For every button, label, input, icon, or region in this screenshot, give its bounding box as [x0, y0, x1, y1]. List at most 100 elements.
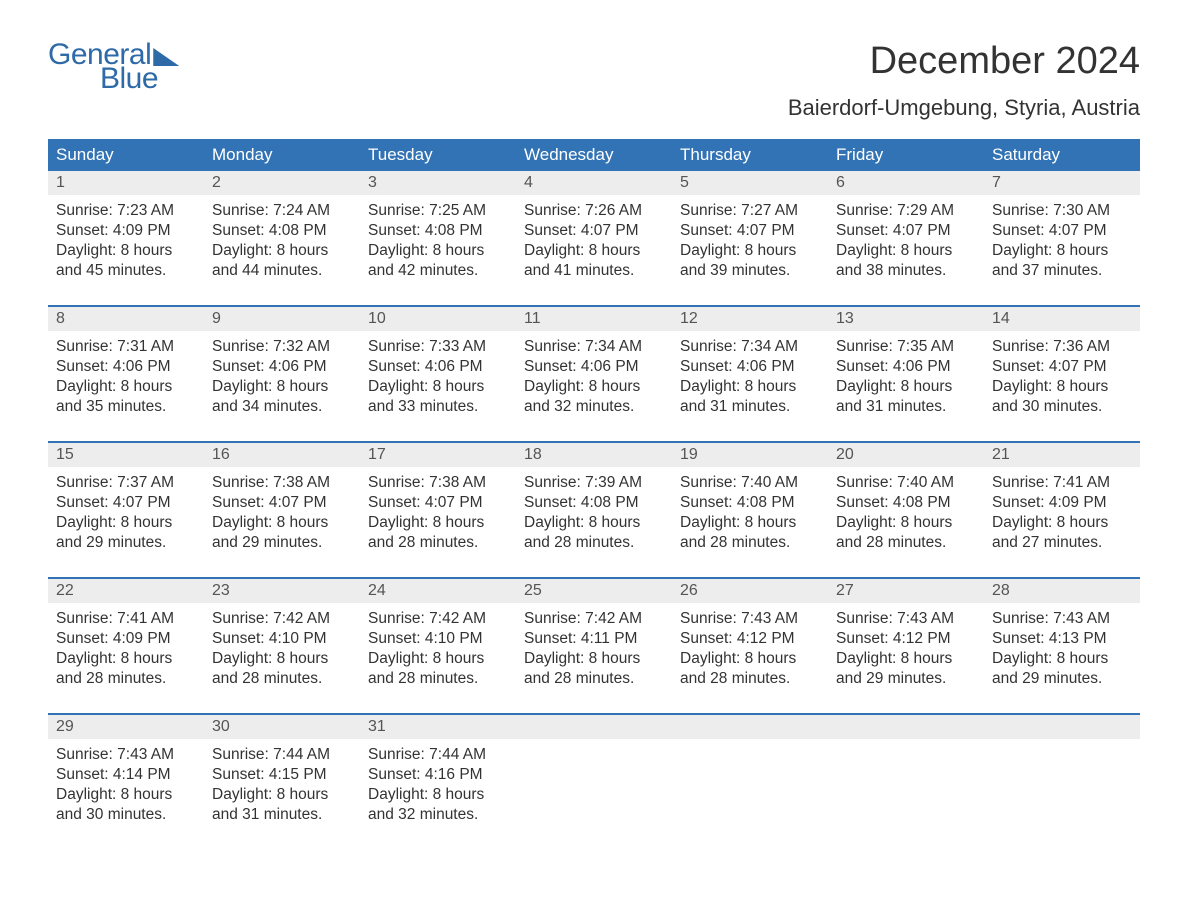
day-number: 2	[204, 171, 360, 195]
day-number: 6	[828, 171, 984, 195]
sunrise-line: Sunrise: 7:42 AM	[368, 609, 508, 629]
weekday-header: Sunday	[48, 139, 204, 171]
calendar-cell: 27Sunrise: 7:43 AMSunset: 4:12 PMDayligh…	[828, 579, 984, 701]
day-number: 19	[672, 443, 828, 467]
day-details: Sunrise: 7:29 AMSunset: 4:07 PMDaylight:…	[828, 195, 984, 292]
dl2-line: and 33 minutes.	[368, 397, 508, 417]
day-number: 11	[516, 307, 672, 331]
sunrise-line: Sunrise: 7:44 AM	[212, 745, 352, 765]
dl1-line: Daylight: 8 hours	[212, 241, 352, 261]
dl1-line: Daylight: 8 hours	[56, 785, 196, 805]
sunset-line: Sunset: 4:11 PM	[524, 629, 664, 649]
day-details: Sunrise: 7:43 AMSunset: 4:12 PMDaylight:…	[828, 603, 984, 700]
dl1-line: Daylight: 8 hours	[56, 241, 196, 261]
calendar: Sunday Monday Tuesday Wednesday Thursday…	[48, 139, 1140, 837]
day-details: Sunrise: 7:42 AMSunset: 4:10 PMDaylight:…	[360, 603, 516, 700]
calendar-cell	[516, 715, 672, 837]
sunrise-line: Sunrise: 7:40 AM	[680, 473, 820, 493]
day-details: Sunrise: 7:38 AMSunset: 4:07 PMDaylight:…	[360, 467, 516, 564]
day-number: 13	[828, 307, 984, 331]
sunset-line: Sunset: 4:07 PM	[212, 493, 352, 513]
calendar-cell: 24Sunrise: 7:42 AMSunset: 4:10 PMDayligh…	[360, 579, 516, 701]
sunrise-line: Sunrise: 7:42 AM	[212, 609, 352, 629]
weekday-header-row: Sunday Monday Tuesday Wednesday Thursday…	[48, 139, 1140, 171]
calendar-cell	[984, 715, 1140, 837]
day-details: Sunrise: 7:41 AMSunset: 4:09 PMDaylight:…	[48, 603, 204, 700]
sunrise-line: Sunrise: 7:32 AM	[212, 337, 352, 357]
dl2-line: and 29 minutes.	[212, 533, 352, 553]
weekday-header: Tuesday	[360, 139, 516, 171]
day-number	[984, 715, 1140, 739]
calendar-cell: 29Sunrise: 7:43 AMSunset: 4:14 PMDayligh…	[48, 715, 204, 837]
sunrise-line: Sunrise: 7:26 AM	[524, 201, 664, 221]
calendar-cell: 4Sunrise: 7:26 AMSunset: 4:07 PMDaylight…	[516, 171, 672, 293]
sunrise-line: Sunrise: 7:43 AM	[56, 745, 196, 765]
day-details: Sunrise: 7:40 AMSunset: 4:08 PMDaylight:…	[672, 467, 828, 564]
dl1-line: Daylight: 8 hours	[836, 241, 976, 261]
sunrise-line: Sunrise: 7:43 AM	[992, 609, 1132, 629]
sunrise-line: Sunrise: 7:29 AM	[836, 201, 976, 221]
logo: General Blue	[48, 40, 179, 94]
sunrise-line: Sunrise: 7:23 AM	[56, 201, 196, 221]
day-details: Sunrise: 7:25 AMSunset: 4:08 PMDaylight:…	[360, 195, 516, 292]
calendar-cell: 6Sunrise: 7:29 AMSunset: 4:07 PMDaylight…	[828, 171, 984, 293]
dl2-line: and 35 minutes.	[56, 397, 196, 417]
sunset-line: Sunset: 4:10 PM	[368, 629, 508, 649]
day-details: Sunrise: 7:40 AMSunset: 4:08 PMDaylight:…	[828, 467, 984, 564]
day-details: Sunrise: 7:44 AMSunset: 4:16 PMDaylight:…	[360, 739, 516, 836]
dl2-line: and 38 minutes.	[836, 261, 976, 281]
calendar-cell: 13Sunrise: 7:35 AMSunset: 4:06 PMDayligh…	[828, 307, 984, 429]
dl2-line: and 34 minutes.	[212, 397, 352, 417]
dl1-line: Daylight: 8 hours	[212, 785, 352, 805]
day-number: 27	[828, 579, 984, 603]
day-number: 17	[360, 443, 516, 467]
dl2-line: and 27 minutes.	[992, 533, 1132, 553]
day-details: Sunrise: 7:23 AMSunset: 4:09 PMDaylight:…	[48, 195, 204, 292]
calendar-cell: 3Sunrise: 7:25 AMSunset: 4:08 PMDaylight…	[360, 171, 516, 293]
day-details: Sunrise: 7:44 AMSunset: 4:15 PMDaylight:…	[204, 739, 360, 836]
day-details: Sunrise: 7:43 AMSunset: 4:12 PMDaylight:…	[672, 603, 828, 700]
sunset-line: Sunset: 4:07 PM	[992, 221, 1132, 241]
day-number: 1	[48, 171, 204, 195]
day-details: Sunrise: 7:31 AMSunset: 4:06 PMDaylight:…	[48, 331, 204, 428]
day-number: 21	[984, 443, 1140, 467]
day-details: Sunrise: 7:41 AMSunset: 4:09 PMDaylight:…	[984, 467, 1140, 564]
day-number: 4	[516, 171, 672, 195]
day-number: 24	[360, 579, 516, 603]
sunrise-line: Sunrise: 7:34 AM	[524, 337, 664, 357]
sunset-line: Sunset: 4:10 PM	[212, 629, 352, 649]
sunrise-line: Sunrise: 7:38 AM	[368, 473, 508, 493]
sunset-line: Sunset: 4:07 PM	[992, 357, 1132, 377]
dl1-line: Daylight: 8 hours	[56, 649, 196, 669]
sunset-line: Sunset: 4:06 PM	[680, 357, 820, 377]
calendar-cell: 16Sunrise: 7:38 AMSunset: 4:07 PMDayligh…	[204, 443, 360, 565]
sunrise-line: Sunrise: 7:24 AM	[212, 201, 352, 221]
dl1-line: Daylight: 8 hours	[992, 513, 1132, 533]
calendar-cell: 20Sunrise: 7:40 AMSunset: 4:08 PMDayligh…	[828, 443, 984, 565]
dl2-line: and 28 minutes.	[368, 533, 508, 553]
dl2-line: and 28 minutes.	[212, 669, 352, 689]
day-details: Sunrise: 7:43 AMSunset: 4:13 PMDaylight:…	[984, 603, 1140, 700]
sunset-line: Sunset: 4:06 PM	[212, 357, 352, 377]
dl2-line: and 44 minutes.	[212, 261, 352, 281]
dl1-line: Daylight: 8 hours	[212, 513, 352, 533]
sunrise-line: Sunrise: 7:34 AM	[680, 337, 820, 357]
dl1-line: Daylight: 8 hours	[836, 649, 976, 669]
sunrise-line: Sunrise: 7:38 AM	[212, 473, 352, 493]
calendar-cell: 1Sunrise: 7:23 AMSunset: 4:09 PMDaylight…	[48, 171, 204, 293]
day-details: Sunrise: 7:38 AMSunset: 4:07 PMDaylight:…	[204, 467, 360, 564]
day-number: 14	[984, 307, 1140, 331]
dl1-line: Daylight: 8 hours	[212, 649, 352, 669]
dl2-line: and 28 minutes.	[680, 669, 820, 689]
calendar-cell	[672, 715, 828, 837]
sunset-line: Sunset: 4:08 PM	[212, 221, 352, 241]
calendar-cell: 21Sunrise: 7:41 AMSunset: 4:09 PMDayligh…	[984, 443, 1140, 565]
sunrise-line: Sunrise: 7:37 AM	[56, 473, 196, 493]
day-number: 25	[516, 579, 672, 603]
sunrise-line: Sunrise: 7:42 AM	[524, 609, 664, 629]
sunset-line: Sunset: 4:07 PM	[836, 221, 976, 241]
dl1-line: Daylight: 8 hours	[368, 785, 508, 805]
sunset-line: Sunset: 4:07 PM	[56, 493, 196, 513]
calendar-week: 1Sunrise: 7:23 AMSunset: 4:09 PMDaylight…	[48, 171, 1140, 293]
sunrise-line: Sunrise: 7:35 AM	[836, 337, 976, 357]
